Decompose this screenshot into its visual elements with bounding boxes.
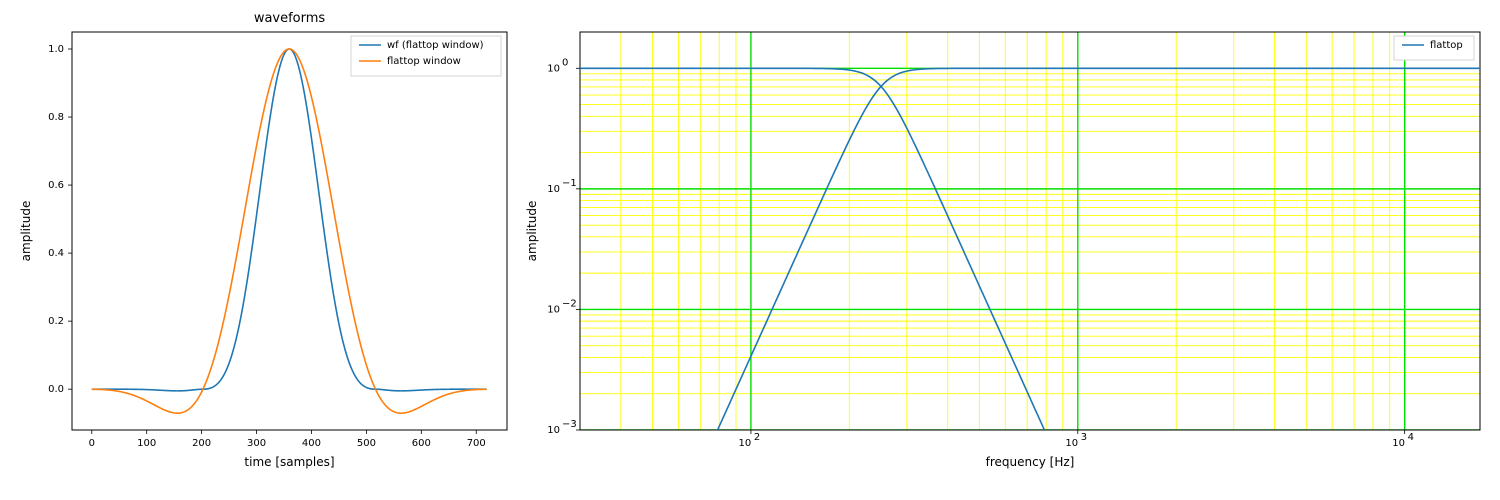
- svg-text:10: 10: [1065, 438, 1078, 449]
- right-series-line: [580, 68, 1480, 466]
- svg-text:10: 10: [547, 304, 560, 315]
- svg-text:10: 10: [1392, 438, 1405, 449]
- tick-label: 100: [547, 57, 568, 74]
- right-axes-frame: [580, 32, 1480, 430]
- left-ylabel: amplitude: [19, 201, 33, 262]
- svg-text:3: 3: [1081, 432, 1087, 443]
- svg-text:10: 10: [739, 438, 752, 449]
- svg-text:−3: −3: [562, 419, 577, 430]
- left-xtick-label: 600: [412, 438, 431, 449]
- left-title: waveforms: [254, 11, 326, 26]
- svg-text:2: 2: [754, 432, 760, 443]
- svg-text:−1: −1: [562, 178, 577, 189]
- tick-label: 10−3: [547, 419, 576, 436]
- tick-label: 10−2: [547, 298, 576, 315]
- left-ytick-label: 1.0: [48, 44, 64, 55]
- legend-label: flattop: [1430, 40, 1463, 51]
- svg-text:10: 10: [547, 184, 560, 195]
- right-series-line: [580, 68, 1480, 466]
- svg-text:−2: −2: [562, 298, 577, 309]
- left-xtick-label: 100: [137, 438, 156, 449]
- left-xtick-label: 400: [302, 438, 321, 449]
- left-ytick-label: 0.8: [48, 112, 64, 123]
- left-axes-frame: [72, 32, 507, 430]
- right-lines: [580, 68, 1480, 466]
- left-ytick-label: 0.6: [48, 180, 64, 191]
- left-xtick-label: 0: [89, 438, 95, 449]
- left-xtick-label: 500: [357, 438, 376, 449]
- right-xlabel: frequency [Hz]: [986, 455, 1075, 469]
- left-lines: [92, 49, 487, 413]
- right-grid: [580, 32, 1480, 430]
- svg-text:0: 0: [562, 57, 568, 68]
- left-series-line: [92, 49, 487, 391]
- left-xtick-label: 700: [467, 438, 486, 449]
- svg-text:10: 10: [547, 425, 560, 436]
- legend-label: wf (flattop window): [387, 40, 484, 51]
- left-xtick-label: 200: [192, 438, 211, 449]
- right-ylabel: amplitude: [525, 201, 539, 262]
- left-xlabel: time [samples]: [244, 455, 334, 469]
- tick-label: 102: [739, 432, 761, 449]
- svg-text:4: 4: [1408, 432, 1414, 443]
- left-xtick-label: 300: [247, 438, 266, 449]
- left-ytick-label: 0.4: [48, 248, 64, 259]
- svg-text:10: 10: [547, 63, 560, 74]
- legend-label: flattop window: [387, 56, 461, 67]
- left-series-line: [92, 49, 487, 413]
- tick-label: 10−1: [547, 178, 576, 195]
- tick-label: 104: [1392, 432, 1414, 449]
- figure-svg: 01002003004005006007000.00.20.40.60.81.0…: [0, 0, 1500, 500]
- tick-label: 103: [1065, 432, 1087, 449]
- figure: 01002003004005006007000.00.20.40.60.81.0…: [0, 0, 1500, 500]
- left-ytick-label: 0.0: [48, 384, 64, 395]
- left-ytick-label: 0.2: [48, 316, 64, 327]
